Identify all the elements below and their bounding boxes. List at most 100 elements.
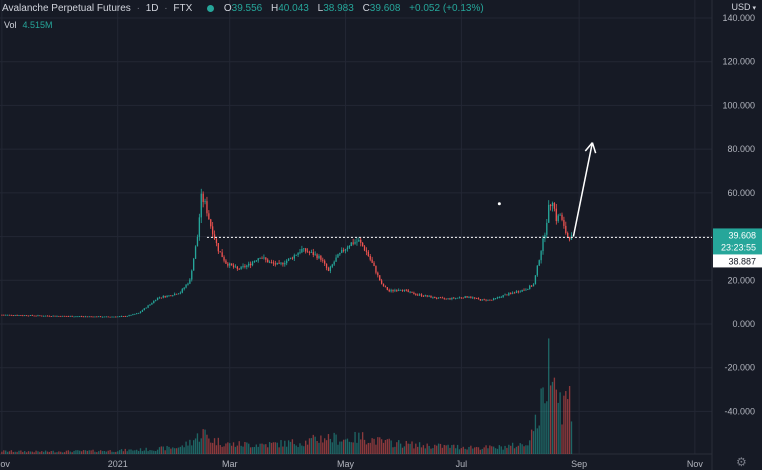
- volume-bar: [320, 435, 322, 454]
- volume-bar: [43, 451, 45, 454]
- volume-bar: [80, 451, 83, 454]
- arrow-drawing[interactable]: [572, 142, 594, 237]
- candle-body: [118, 316, 121, 318]
- volume-bar: [16, 451, 18, 454]
- volume-bar: [63, 452, 66, 454]
- volume-bar: [420, 447, 423, 454]
- y-tick-label: -20.000: [724, 363, 755, 373]
- open-value: 39.556: [231, 3, 263, 14]
- candle-body: [44, 315, 47, 317]
- volume-bar: [546, 401, 548, 454]
- volume-bar: [462, 446, 464, 454]
- volume-value: 4.515M: [22, 20, 53, 30]
- candle-body: [158, 297, 161, 299]
- candle-body: [29, 315, 32, 316]
- volume-bar: [118, 450, 121, 454]
- candle-body: [310, 252, 313, 253]
- candle-body: [289, 257, 292, 259]
- candle-body: [37, 315, 39, 317]
- volume-bar: [301, 445, 303, 454]
- volume-label: Vol: [4, 20, 17, 30]
- volume-bar: [310, 438, 313, 454]
- volume-bar: [426, 443, 428, 454]
- marker-price-tag: 38.887: [713, 254, 762, 268]
- candle-body: [225, 260, 227, 264]
- volume-bar: [92, 449, 94, 454]
- currency-selector[interactable]: USD ▾: [731, 2, 756, 12]
- candle-body: [455, 297, 457, 299]
- volume-bar: [82, 450, 85, 454]
- candle-body: [498, 297, 501, 298]
- x-tick-label: Jul: [456, 459, 468, 469]
- candle-body: [460, 297, 463, 299]
- volume-bar: [84, 450, 87, 454]
- volume-bar: [52, 450, 54, 454]
- candle-body: [331, 264, 333, 267]
- volume-bar: [265, 444, 267, 454]
- x-tick-label: Nov: [687, 459, 704, 469]
- volume-bar: [249, 447, 252, 454]
- volume-bar: [130, 449, 132, 454]
- chevron-down-icon: ▾: [752, 5, 756, 12]
- volume-bar: [485, 445, 487, 454]
- volume-bar: [303, 446, 305, 454]
- candle-body: [491, 299, 493, 301]
- candle-body: [14, 315, 16, 316]
- candle-body: [244, 266, 246, 267]
- candle-body: [508, 293, 510, 296]
- candle-body: [325, 263, 328, 269]
- x-tick-label: Mar: [222, 459, 238, 469]
- volume-bar: [384, 439, 387, 454]
- candle-body: [447, 298, 449, 300]
- candle-body: [35, 315, 37, 317]
- last-price-tag: 39.608 23:23:55: [713, 228, 762, 256]
- volume-bar: [532, 431, 535, 454]
- candle-body: [137, 312, 140, 314]
- volume-bar: [255, 444, 257, 454]
- settings-gear-icon[interactable]: ⚙: [736, 455, 747, 469]
- volume-bar: [559, 392, 561, 454]
- candle-body: [24, 315, 26, 317]
- candle-body: [20, 315, 22, 316]
- candle-body: [341, 249, 343, 253]
- close-label: C: [362, 3, 370, 14]
- candle-body: [16, 315, 18, 316]
- volume-bar: [396, 442, 398, 454]
- candle-body: [248, 263, 250, 266]
- candle-body: [468, 297, 470, 298]
- volume-bar: [124, 448, 126, 454]
- candle-body: [156, 297, 159, 301]
- candle-body: [424, 295, 426, 297]
- volume-bar: [337, 444, 339, 454]
- volume-bar: [519, 443, 521, 454]
- volume-bar: [373, 438, 375, 454]
- volume-bar: [261, 443, 263, 454]
- candle-body: [540, 251, 542, 261]
- volume-bar: [443, 444, 445, 454]
- volume-bar: [200, 438, 202, 454]
- volume-bar: [155, 451, 157, 454]
- candle-body: [475, 298, 478, 299]
- candle-body: [299, 252, 301, 254]
- volume-bar: [360, 439, 362, 454]
- volume-bar: [346, 438, 349, 454]
- volume-bar: [12, 451, 14, 454]
- candle-body: [369, 256, 371, 260]
- interval-label[interactable]: 1D: [145, 3, 159, 14]
- candle-body: [251, 262, 254, 266]
- candle-body: [211, 226, 214, 235]
- volume-bar: [555, 389, 557, 454]
- candle-body: [502, 295, 504, 298]
- candle-body: [278, 262, 280, 264]
- volume-bar: [33, 452, 35, 454]
- candle-body: [174, 293, 176, 296]
- volume-bar: [466, 449, 468, 454]
- volume-bar: [500, 446, 502, 454]
- candle-body: [61, 315, 64, 317]
- candle-body: [181, 289, 183, 293]
- volume-bar: [192, 440, 195, 454]
- symbol-name[interactable]: Avalanche Perpetual Futures: [2, 3, 131, 14]
- volume-bar: [377, 437, 379, 454]
